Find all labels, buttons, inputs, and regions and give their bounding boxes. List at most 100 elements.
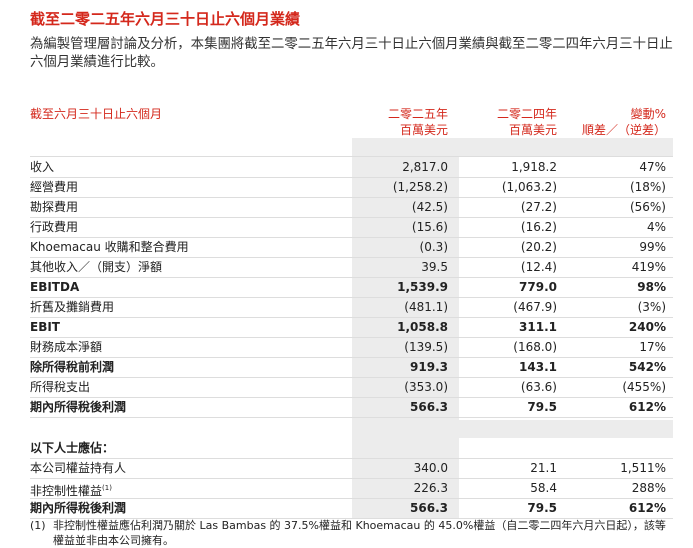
row-line — [30, 357, 673, 358]
row-line — [30, 337, 673, 338]
row-line — [30, 217, 673, 218]
cell-value: (18%) — [629, 180, 666, 194]
intro: 為編製管理層討論及分析，本集團將截至二零二五年六月三十日止六個月業績與截至二零二… — [30, 37, 673, 70]
cell-value: 17% — [639, 340, 666, 354]
cell-value: (3%) — [637, 300, 666, 314]
row-label: EBITDA — [30, 280, 80, 294]
row-label: 本公司權益持有人 — [30, 461, 127, 475]
cell-value: 21.1 — [530, 461, 557, 475]
row-label: EBIT — [30, 320, 60, 334]
cell-value: 288% — [631, 481, 666, 495]
row-label: 行政費用 — [30, 220, 79, 234]
footnote: (1) 非控制性權益應佔利潤乃關於 Las Bambas 的 37.5%權益和 K… — [30, 518, 670, 548]
cell-value: 311.1 — [519, 320, 557, 334]
column-header: 二零二五年 — [387, 107, 448, 121]
row-line — [30, 317, 673, 318]
cell-value: 4% — [646, 220, 666, 234]
cell-value: (0.3) — [419, 240, 448, 254]
row-label: 除所得稅前利潤 — [30, 360, 115, 374]
column-header: 截至六月三十日止六個月 — [30, 107, 163, 121]
row-label: Khoemacau 收購和整合費用 — [30, 240, 189, 254]
title: 截至二零二五年六月三十日止六個月業績 — [30, 10, 301, 28]
row-line — [30, 518, 673, 519]
row-label: 期內所得稅後利潤 — [30, 400, 127, 414]
cell-value: 1,539.9 — [397, 280, 448, 294]
footnote-marker: (1) — [30, 519, 46, 532]
row-label: 其他收入／（開支）淨額 — [30, 260, 163, 274]
row-label: 財務成本淨額 — [30, 340, 103, 354]
cell-value: 542% — [628, 360, 666, 374]
cell-value: (139.5) — [404, 340, 448, 354]
cell-value: (1,063.2) — [501, 180, 557, 194]
cell-value: (16.2) — [520, 220, 557, 234]
cell-value: 919.3 — [410, 360, 448, 374]
cell-value: (1,258.2) — [392, 180, 448, 194]
column-header: 二零二四年 — [496, 107, 557, 121]
row-line — [30, 297, 673, 298]
row-label: 經營費用 — [30, 180, 79, 194]
row-label: 折舊及攤銷費用 — [30, 300, 115, 314]
cell-value: (42.5) — [411, 200, 448, 214]
cell-value: 79.5 — [527, 400, 557, 414]
cell-value: (353.0) — [404, 380, 448, 394]
grey-band — [352, 138, 673, 156]
cell-value: (467.9) — [513, 300, 557, 314]
column-header: 順差／（逆差） — [581, 123, 666, 137]
cell-value: 143.1 — [519, 360, 557, 374]
cell-value: 566.3 — [410, 400, 448, 414]
grey-band — [352, 420, 673, 438]
row-line — [30, 177, 673, 178]
row-label: 期內所得稅後利潤 — [30, 501, 127, 515]
column-header: 變動% — [630, 107, 666, 121]
row-line — [30, 237, 673, 238]
note-ref: (1) — [102, 484, 112, 492]
cell-value: (63.6) — [520, 380, 557, 394]
row-line — [30, 257, 673, 258]
row-line — [30, 397, 673, 398]
cell-value: (27.2) — [520, 200, 557, 214]
cell-value: 47% — [639, 160, 666, 174]
cell-value: 1,918.2 — [511, 160, 557, 174]
cell-value: (12.4) — [520, 260, 557, 274]
cell-value: 779.0 — [519, 280, 557, 294]
cell-value: 98% — [637, 280, 666, 294]
cell-value: (481.1) — [404, 300, 448, 314]
cell-value: 99% — [639, 240, 666, 254]
cell-value: 79.5 — [527, 501, 557, 515]
cell-value: (20.2) — [520, 240, 557, 254]
cell-value: 1,058.8 — [397, 320, 448, 334]
row-line — [30, 377, 673, 378]
footnote-text: 非控制性權益應佔利潤乃關於 Las Bambas 的 37.5%權益和 Khoe… — [53, 519, 666, 547]
section-label: 以下人士應佔： — [30, 441, 115, 455]
cell-value: 2,817.0 — [402, 160, 448, 174]
cell-value: (56%) — [629, 200, 666, 214]
cell-value: 612% — [628, 400, 666, 414]
cell-value: 1,511% — [620, 461, 666, 475]
row-label: 收入 — [30, 160, 55, 174]
grey-column — [352, 138, 459, 518]
cell-value: 39.5 — [421, 260, 448, 274]
cell-value: 58.4 — [530, 481, 557, 495]
cell-value: (15.6) — [411, 220, 448, 234]
row-label: 所得稅支出 — [30, 380, 91, 394]
cell-value: (455%) — [622, 380, 666, 394]
cell-value: (168.0) — [513, 340, 557, 354]
cell-value: 226.3 — [413, 481, 448, 495]
column-header: 百萬美元 — [508, 123, 557, 137]
cell-value: 240% — [628, 320, 666, 334]
row-line — [30, 458, 673, 459]
row-line — [30, 498, 673, 499]
row-line — [30, 417, 673, 418]
cell-value: 340.0 — [413, 461, 448, 475]
row-label: 非控制性權益(1) — [30, 484, 112, 498]
cell-value: 566.3 — [410, 501, 448, 515]
cell-value: 612% — [628, 501, 666, 515]
row-line — [30, 277, 673, 278]
row-line — [30, 197, 673, 198]
cell-value: 419% — [631, 260, 666, 274]
column-header: 百萬美元 — [399, 123, 448, 137]
row-line — [30, 478, 673, 479]
row-label: 勘探費用 — [30, 200, 79, 214]
row-line — [30, 156, 673, 157]
